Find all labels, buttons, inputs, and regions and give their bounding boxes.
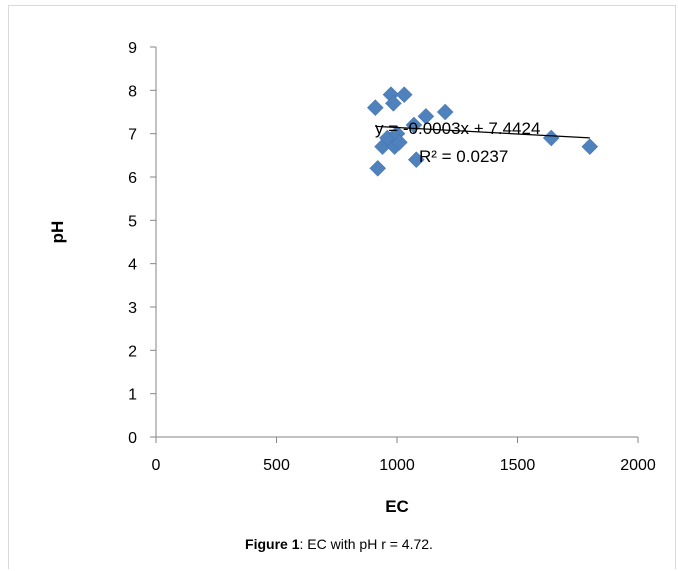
trendline bbox=[375, 125, 590, 139]
data-point bbox=[366, 99, 384, 117]
data-point bbox=[436, 103, 454, 121]
chart-frame bbox=[8, 5, 676, 569]
trendline-group bbox=[375, 125, 590, 139]
data-points bbox=[366, 86, 599, 177]
data-point bbox=[581, 138, 599, 156]
y-tick-label: 3 bbox=[128, 300, 137, 317]
x-tick-label: 1500 bbox=[500, 457, 536, 474]
y-tick-label: 6 bbox=[128, 170, 137, 187]
y-tick-label: 7 bbox=[128, 127, 137, 144]
y-axis-title: pH bbox=[48, 221, 67, 244]
y-tick-label: 2 bbox=[128, 343, 137, 360]
y-tick-label: 0 bbox=[128, 430, 137, 447]
trendline-r2: R² = 0.0237 bbox=[419, 147, 508, 166]
trendline-equation: y = -0.0003x + 7.4424 bbox=[375, 119, 540, 138]
data-point bbox=[395, 86, 413, 104]
data-point bbox=[417, 107, 435, 125]
figure-caption-text: : EC with pH r = 4.72. bbox=[299, 536, 433, 552]
y-tick-label: 5 bbox=[128, 213, 137, 230]
x-tick-label: 0 bbox=[152, 457, 161, 474]
data-point bbox=[369, 159, 387, 177]
figure-caption: Figure 1: EC with pH r = 4.72. bbox=[0, 536, 678, 552]
data-point bbox=[385, 94, 402, 112]
x-axis-title: EC bbox=[385, 497, 409, 516]
x-tick-label: 500 bbox=[263, 457, 290, 474]
y-tick-label: 4 bbox=[128, 257, 137, 274]
figure-label: Figure 1 bbox=[245, 536, 300, 552]
data-point bbox=[391, 133, 408, 151]
x-tick-label: 2000 bbox=[620, 457, 656, 474]
y-tick-label: 9 bbox=[128, 40, 137, 57]
data-point bbox=[407, 151, 425, 169]
axes: 0 1 2 3 4 5 6 7 8 9 0 500 1000 1500 2000 bbox=[128, 40, 656, 474]
data-point bbox=[542, 129, 560, 147]
x-tick-label: 1000 bbox=[379, 457, 415, 474]
y-tick-label: 8 bbox=[128, 83, 137, 100]
y-tick-label: 1 bbox=[128, 387, 137, 404]
